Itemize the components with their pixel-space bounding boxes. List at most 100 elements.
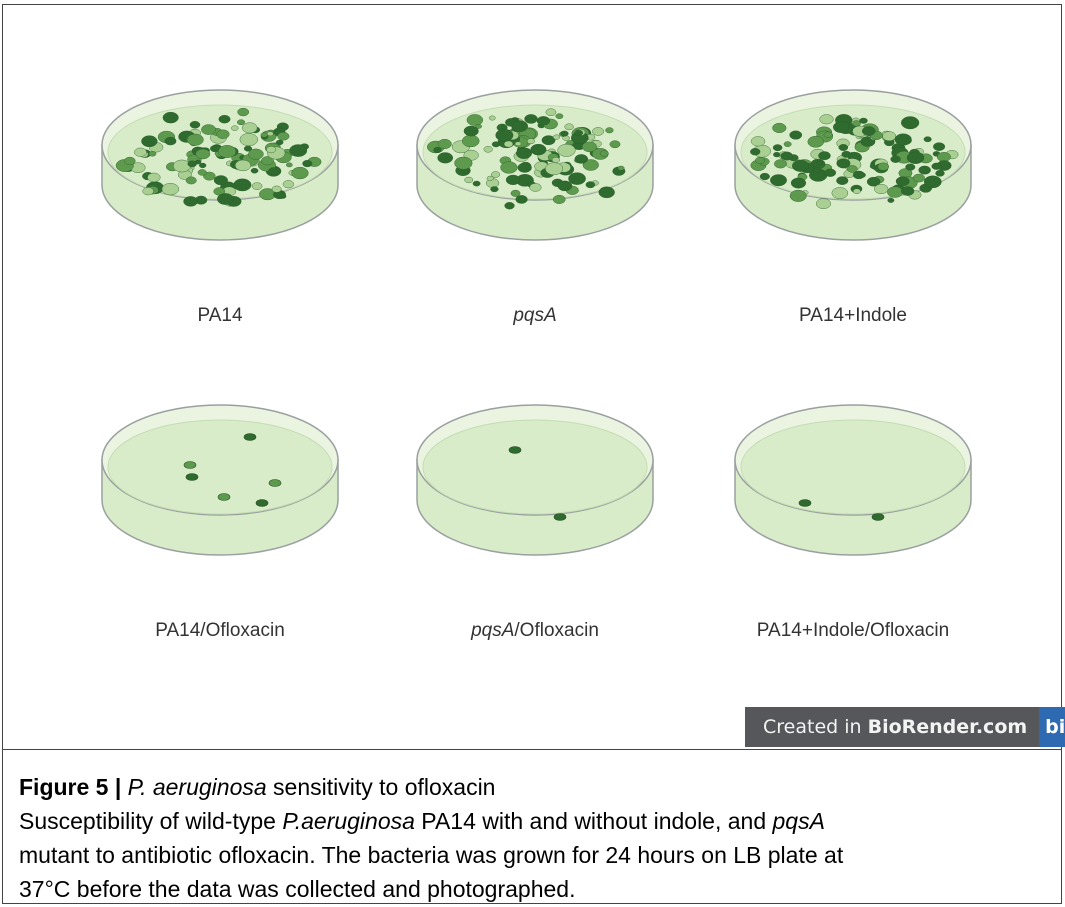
caption-line-2: Susceptibility of wild-type P.aeruginosa…	[19, 808, 825, 834]
colony	[871, 513, 885, 521]
colony	[553, 513, 567, 521]
colony	[488, 115, 496, 121]
colony	[511, 120, 529, 132]
colony	[461, 134, 480, 148]
colony	[148, 151, 157, 157]
colony	[217, 493, 231, 501]
colony	[933, 142, 946, 151]
colony	[524, 114, 538, 124]
colony	[486, 175, 494, 181]
colony	[237, 107, 250, 117]
colony	[877, 162, 890, 171]
colony	[609, 140, 621, 149]
colony	[271, 185, 282, 193]
colony	[147, 141, 154, 146]
colony	[233, 178, 252, 192]
colony	[291, 166, 309, 180]
plate-label-1: PA14	[197, 305, 243, 326]
colony	[555, 113, 564, 119]
colony	[582, 159, 599, 171]
colony	[931, 162, 942, 170]
colony	[526, 138, 536, 145]
colony	[243, 145, 253, 152]
colony	[433, 147, 442, 153]
colony	[302, 159, 313, 168]
colony	[251, 182, 263, 190]
colony	[124, 156, 136, 166]
colony	[935, 169, 945, 177]
colony	[266, 146, 277, 154]
colony	[557, 143, 576, 157]
colony	[454, 156, 473, 170]
colony	[783, 141, 792, 147]
plate-label-3: PA14+Indole	[799, 305, 907, 326]
colony	[199, 162, 207, 169]
colony	[823, 131, 833, 138]
colony	[201, 124, 217, 135]
colony	[755, 156, 765, 164]
colony	[750, 136, 766, 147]
colony	[162, 111, 179, 124]
petri-plates-diagram: PA14 pqsA PA14+Indole PA14/Ofloxacin pqsA/Of…	[101, 89, 972, 641]
petri-dish-4	[101, 404, 339, 556]
colony	[250, 167, 259, 174]
colony	[773, 152, 781, 158]
colony	[617, 165, 625, 171]
biorender-badge[interactable]: Created in BioRender.com bio	[745, 707, 1065, 747]
colony	[836, 176, 849, 185]
colony	[172, 159, 191, 173]
colony	[216, 129, 230, 139]
colony	[516, 147, 532, 159]
colony	[562, 135, 570, 141]
colony	[464, 176, 474, 184]
colony	[552, 194, 566, 204]
colony	[599, 150, 609, 157]
colony	[261, 156, 274, 166]
colony	[819, 114, 834, 125]
colony	[503, 140, 514, 148]
colony	[815, 198, 831, 209]
colony	[568, 172, 586, 185]
agar-surface	[107, 419, 333, 515]
colony	[841, 150, 852, 158]
colony	[203, 171, 216, 181]
colony	[185, 176, 197, 185]
colony	[936, 151, 951, 162]
colony	[515, 195, 528, 204]
agar-surface	[422, 419, 648, 515]
colony	[255, 499, 269, 507]
figure-caption: Figure 5 | P. aeruginosa sensitivity to …	[3, 749, 1061, 903]
colony	[508, 446, 522, 454]
colony	[574, 129, 584, 136]
colony	[918, 165, 931, 175]
colony	[275, 139, 284, 146]
colony	[134, 147, 147, 157]
colony	[560, 130, 569, 137]
figure-frame: PA14 pqsA PA14+Indole PA14/Ofloxacin pqsA/Of…	[2, 4, 1065, 904]
colony	[541, 135, 556, 146]
badge-text: Created in BioRender.com	[745, 707, 1040, 747]
colony	[268, 167, 280, 176]
colony	[838, 144, 849, 151]
colony	[836, 158, 851, 169]
colony	[564, 123, 574, 131]
colony	[268, 479, 282, 487]
colony	[582, 141, 597, 153]
colony	[243, 433, 257, 441]
colony	[789, 130, 803, 140]
colony	[500, 161, 518, 174]
colony	[831, 187, 849, 199]
colony	[483, 146, 493, 153]
colony	[213, 175, 228, 186]
caption-title: Figure 5 | P. aeruginosa sensitivity to …	[19, 774, 496, 800]
colony-cluster	[427, 108, 626, 210]
colony	[195, 148, 211, 160]
colony	[887, 197, 895, 203]
colony	[894, 133, 912, 146]
colony	[186, 133, 204, 146]
colony	[912, 173, 925, 183]
colony	[874, 183, 889, 194]
colony	[887, 186, 904, 198]
colony	[847, 165, 858, 173]
petri-dish-3	[734, 89, 972, 241]
